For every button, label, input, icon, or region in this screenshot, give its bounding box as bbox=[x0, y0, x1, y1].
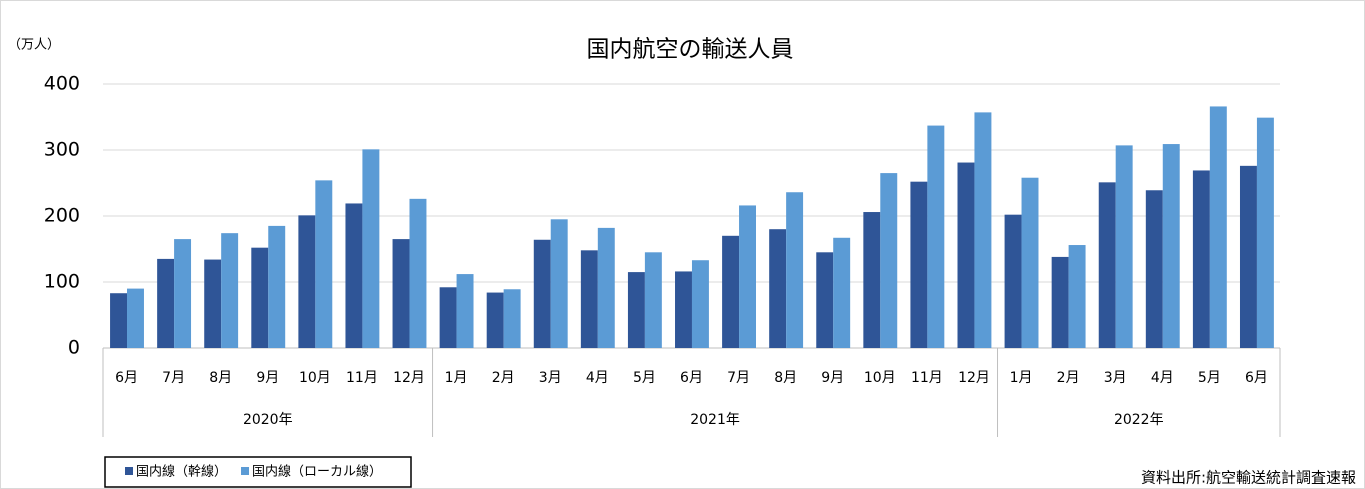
legend-label: 国内線（幹線） bbox=[136, 464, 227, 480]
group-label: 2021年 bbox=[690, 412, 740, 428]
bar bbox=[957, 162, 975, 348]
x-tick-label: 6月 bbox=[680, 370, 703, 386]
bar bbox=[927, 125, 945, 348]
bar bbox=[1192, 170, 1210, 348]
bar bbox=[722, 235, 740, 348]
y-tick-label: 0 bbox=[68, 337, 80, 359]
y-axis-label: （万人） bbox=[8, 38, 60, 53]
legend-box bbox=[104, 456, 412, 488]
x-tick-label: 9月 bbox=[256, 370, 279, 386]
bar bbox=[268, 225, 286, 348]
x-tick-label: 8月 bbox=[774, 370, 797, 386]
x-tick-label: 4月 bbox=[586, 370, 609, 386]
y-tick-label: 200 bbox=[44, 205, 80, 227]
bar bbox=[910, 181, 928, 348]
x-tick-label: 11月 bbox=[346, 370, 378, 386]
bar bbox=[627, 272, 645, 348]
x-tick-label: 5月 bbox=[1198, 370, 1221, 386]
legend-swatch bbox=[125, 467, 133, 475]
x-tick-label: 9月 bbox=[821, 370, 844, 386]
y-tick-label: 300 bbox=[44, 139, 80, 161]
bar bbox=[1239, 165, 1257, 348]
bar bbox=[739, 205, 756, 348]
bar bbox=[1256, 117, 1274, 348]
bar bbox=[1098, 182, 1116, 348]
bar bbox=[833, 237, 851, 348]
legend-swatch bbox=[241, 467, 250, 475]
x-tick-label: 7月 bbox=[727, 370, 750, 386]
bar bbox=[580, 250, 598, 348]
x-tick-label: 3月 bbox=[539, 370, 562, 386]
x-tick-label: 5月 bbox=[633, 370, 656, 386]
bar bbox=[456, 274, 474, 348]
bar bbox=[533, 239, 551, 348]
x-tick-label: 3月 bbox=[1104, 370, 1127, 386]
x-tick-label: 6月 bbox=[1245, 370, 1268, 386]
bar bbox=[769, 229, 787, 348]
x-tick-label: 6月 bbox=[115, 370, 138, 386]
group-label: 2020年 bbox=[243, 412, 293, 428]
bar bbox=[644, 252, 662, 348]
source-note: 資料出所:航空輸送統計調査速報 bbox=[1141, 469, 1356, 487]
bar bbox=[110, 293, 128, 348]
bar bbox=[315, 180, 333, 348]
bar bbox=[298, 215, 316, 348]
bar bbox=[221, 233, 239, 348]
bar bbox=[1209, 106, 1227, 348]
x-tick-label: 7月 bbox=[162, 370, 185, 386]
bar bbox=[127, 288, 144, 348]
group-label: 2022年 bbox=[1114, 412, 1164, 428]
bar bbox=[1145, 190, 1163, 348]
bar bbox=[174, 239, 192, 348]
legend-label: 国内線（ローカル線） bbox=[252, 464, 382, 480]
bar bbox=[816, 252, 834, 348]
bar bbox=[345, 203, 363, 348]
bar bbox=[486, 292, 504, 348]
bar bbox=[863, 212, 881, 348]
x-tick-label: 10月 bbox=[299, 370, 331, 386]
bar bbox=[251, 247, 269, 348]
bar bbox=[157, 258, 175, 348]
x-tick-label: 2月 bbox=[1057, 370, 1080, 386]
x-tick-label: 1月 bbox=[1010, 370, 1033, 386]
bar bbox=[675, 271, 692, 348]
x-tick-label: 10月 bbox=[864, 370, 896, 386]
bar bbox=[1051, 256, 1069, 348]
x-tick-label: 11月 bbox=[911, 370, 943, 386]
bar bbox=[503, 289, 521, 348]
bar bbox=[1004, 214, 1022, 348]
chart-title: 国内航空の輸送人員 bbox=[587, 37, 794, 63]
bar bbox=[550, 219, 568, 348]
bar bbox=[409, 198, 427, 348]
bar bbox=[204, 259, 222, 348]
bar bbox=[786, 192, 804, 348]
y-tick-label: 400 bbox=[44, 73, 80, 95]
bar bbox=[1162, 144, 1180, 348]
bar bbox=[1021, 177, 1039, 348]
x-tick-label: 12月 bbox=[958, 370, 990, 386]
bar bbox=[362, 149, 380, 348]
x-tick-label: 8月 bbox=[209, 370, 232, 386]
x-tick-label: 4月 bbox=[1151, 370, 1174, 386]
bar bbox=[1068, 245, 1086, 348]
bar bbox=[392, 239, 410, 348]
bar bbox=[691, 260, 709, 348]
bar bbox=[880, 173, 898, 348]
bar bbox=[974, 112, 992, 348]
x-tick-label: 2月 bbox=[492, 370, 515, 386]
y-tick-label: 100 bbox=[44, 271, 80, 293]
bar bbox=[1115, 145, 1133, 348]
bar bbox=[439, 287, 457, 348]
x-tick-label: 12月 bbox=[393, 370, 425, 386]
bar bbox=[597, 227, 615, 348]
x-tick-label: 1月 bbox=[445, 370, 468, 386]
